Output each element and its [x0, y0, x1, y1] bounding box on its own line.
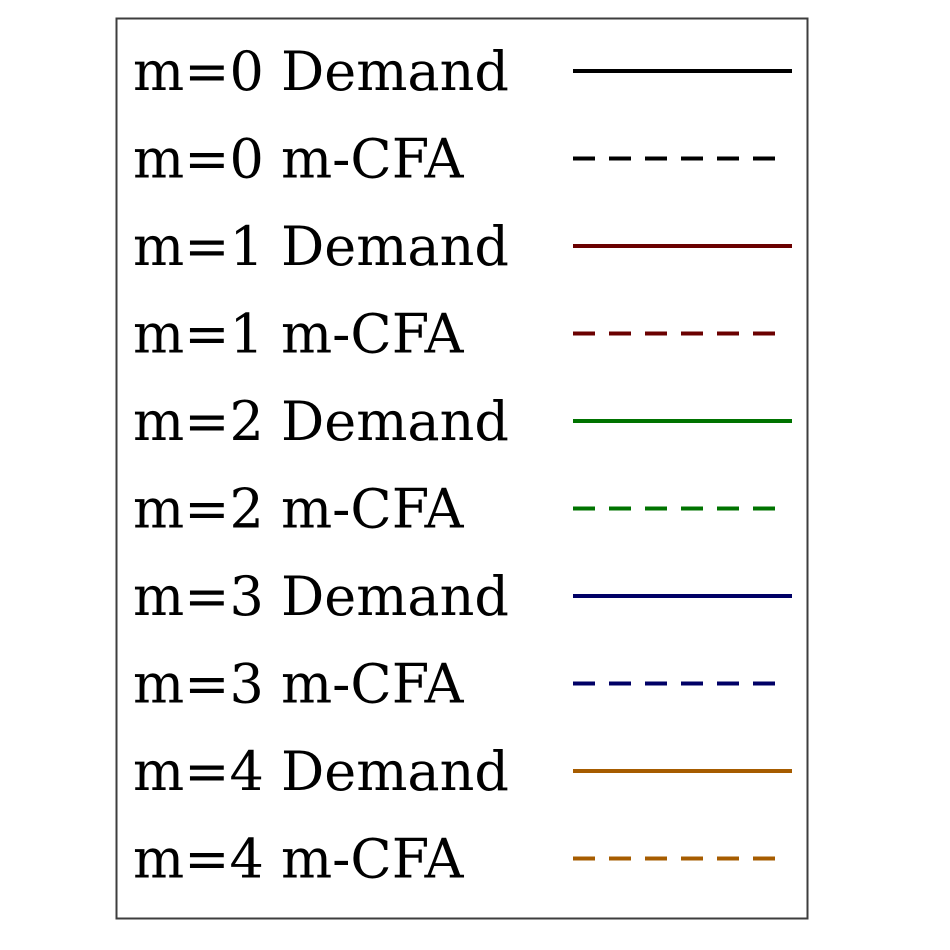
legend-frame	[115, 17, 809, 920]
legend-label: m=4 m-CFA	[133, 828, 465, 891]
legend-entry: m=3 Demand	[133, 565, 792, 628]
legend-label: m=3 Demand	[133, 565, 509, 628]
legend-entry: m=3 m-CFA	[133, 653, 786, 716]
legend-entry: m=2 m-CFA	[133, 478, 786, 541]
legend-entry: m=4 Demand	[133, 740, 792, 803]
legend-label: m=1 Demand	[133, 215, 509, 278]
legend-entry: m=0 m-CFA	[133, 128, 786, 191]
legend-entry: m=4 m-CFA	[133, 828, 786, 891]
legend-entry: m=0 Demand	[133, 40, 792, 103]
legend-entry: m=1 Demand	[133, 215, 792, 278]
legend-label: m=0 m-CFA	[133, 128, 465, 191]
legend-label: m=0 Demand	[133, 40, 509, 103]
legend-label: m=4 Demand	[133, 740, 509, 803]
legend-label: m=2 Demand	[133, 390, 509, 453]
legend-label: m=3 m-CFA	[133, 653, 465, 716]
legend-entry: m=2 Demand	[133, 390, 792, 453]
legend-label: m=1 m-CFA	[133, 303, 465, 366]
legend-label: m=2 m-CFA	[133, 478, 465, 541]
legend-entry: m=1 m-CFA	[133, 303, 786, 366]
legend-entries: m=0 Demand m=0 m-CFA m=1 Demand m=1 m-CFA m=…	[133, 40, 792, 891]
